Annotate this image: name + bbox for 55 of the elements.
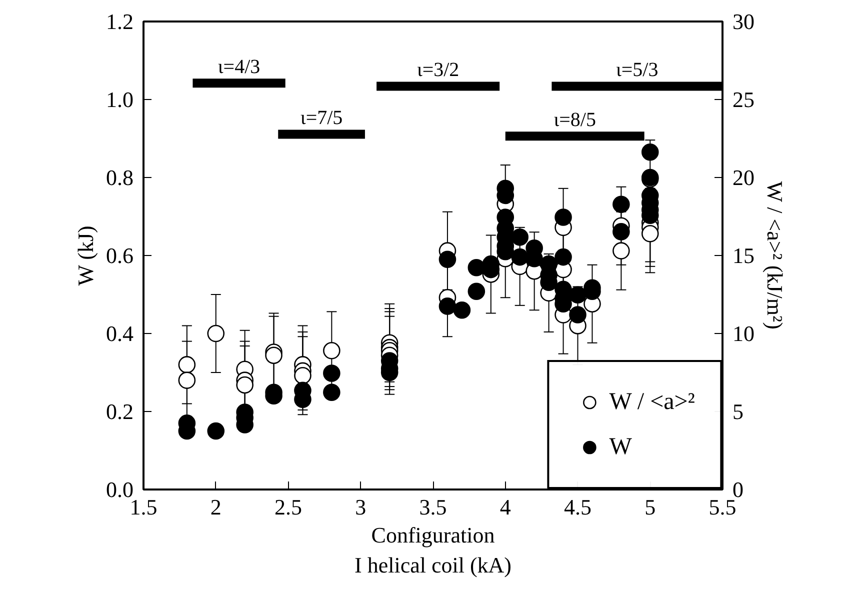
legend-label: W [609, 434, 632, 460]
x-tick-label: 4.5 [564, 494, 592, 520]
x-tick-label: 4 [500, 494, 511, 520]
x-tick-label: 5 [644, 494, 656, 520]
point [207, 324, 225, 342]
y2-tick-label: 10 [732, 321, 754, 346]
point [554, 208, 572, 226]
point [178, 356, 196, 374]
x-tick-label: 3.5 [419, 494, 447, 520]
point [554, 248, 572, 266]
y2-tick-label: 15 [732, 243, 754, 268]
x-tick-label: 2.5 [274, 494, 302, 520]
point [468, 282, 486, 300]
point [641, 225, 659, 242]
y2-axis-title: W / <a>² (kJ/m²) [762, 181, 788, 330]
point [178, 372, 196, 389]
point [569, 286, 586, 304]
series-label: ι=3/2 [416, 59, 460, 82]
point [641, 144, 659, 161]
point [453, 301, 471, 319]
y2-tick-label: 25 [732, 87, 754, 112]
y2-tick-label: 5 [732, 399, 744, 424]
point [323, 342, 340, 360]
y-tick-label: 0.0 [106, 477, 134, 502]
x-axis-title: Configuration I helical coil (kA) [354, 522, 512, 578]
y-tick-label: 1.0 [106, 87, 134, 112]
point [569, 306, 586, 324]
point [438, 250, 456, 268]
y-axis-title: W (kJ) [73, 226, 98, 286]
legend-label: W / <a>² [609, 388, 695, 416]
point [236, 376, 254, 394]
y-tick-label: 0.4 [106, 321, 134, 346]
y2-tick-label: 20 [732, 165, 754, 190]
point [207, 422, 225, 440]
y-tick-label: 0.8 [106, 165, 134, 190]
y-tick-label: 0.6 [106, 243, 134, 268]
y-tick-label: 0.2 [106, 399, 134, 424]
point [612, 223, 630, 240]
x-tick-label: 2 [210, 494, 222, 520]
point [265, 346, 282, 364]
y2-tick-label: 30 [732, 9, 754, 34]
point [511, 228, 528, 246]
series-label: ι=7/5 [300, 107, 343, 130]
point [612, 242, 630, 260]
point [294, 366, 312, 384]
y-tick-label: 1.2 [106, 9, 134, 34]
point [323, 364, 340, 382]
x-tick-label: 3 [355, 494, 366, 520]
point [511, 248, 528, 266]
point [612, 196, 630, 214]
point [438, 298, 456, 315]
point [323, 384, 340, 402]
series-label: ι=5/3 [616, 59, 658, 82]
series-label: ι=8/5 [554, 109, 596, 132]
series-label: ι=4/3 [218, 56, 260, 78]
